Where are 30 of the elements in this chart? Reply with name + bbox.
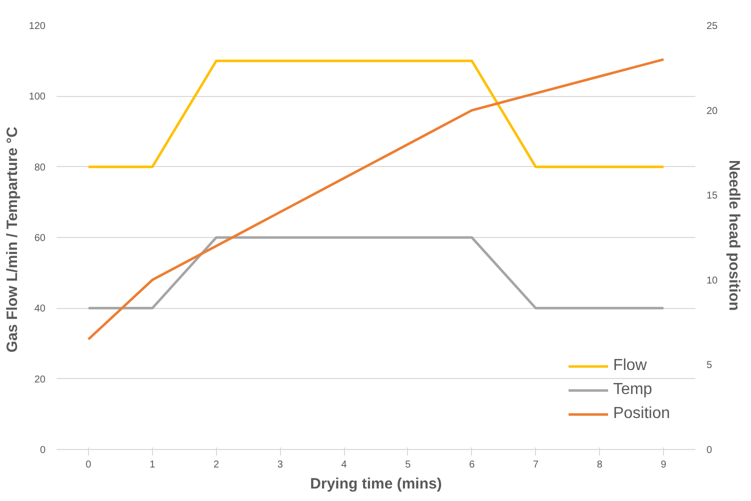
y-tick-label: 120 (28, 21, 46, 32)
y2-tick-label: 25 (706, 21, 718, 32)
y-axis-title: Gas Flow L/min / Temparture °C (4, 126, 21, 352)
x-tick-label: 8 (596, 460, 603, 470)
y2-tick-label: 0 (706, 445, 712, 456)
y2-tick-label: 15 (706, 190, 718, 202)
y2-axis-title: Needle head position (726, 160, 743, 311)
x-tick-label: 6 (469, 460, 476, 470)
x-tick-label: 7 (532, 460, 539, 470)
x-tick-label: 9 (660, 460, 667, 470)
y-tick-label: 0 (40, 445, 46, 456)
x-tick-label: 5 (405, 460, 412, 470)
y-tick-label: 60 (34, 233, 46, 244)
x-tick-label: 4 (341, 460, 348, 470)
legend-label: Position (613, 405, 670, 423)
x-tick-label: 0 (86, 460, 92, 470)
y-tick-label: 20 (34, 374, 46, 386)
y2-tick-label: 5 (706, 360, 712, 372)
legend-label: Flow (613, 357, 647, 375)
y2-tick-label: 10 (706, 275, 718, 286)
y2-tick-label: 20 (706, 106, 718, 117)
legend-label: Temp (613, 381, 652, 399)
x-tick-label: 1 (150, 460, 156, 470)
y-tick-label: 80 (34, 162, 46, 174)
y-tick-label: 40 (34, 304, 46, 315)
line-series (87, 58, 665, 341)
x-axis-title: Drying time (mins) (310, 476, 442, 492)
y-tick-label: 100 (28, 92, 46, 103)
x-tick-label: 2 (213, 460, 220, 470)
x-tick-label: 3 (277, 460, 284, 470)
